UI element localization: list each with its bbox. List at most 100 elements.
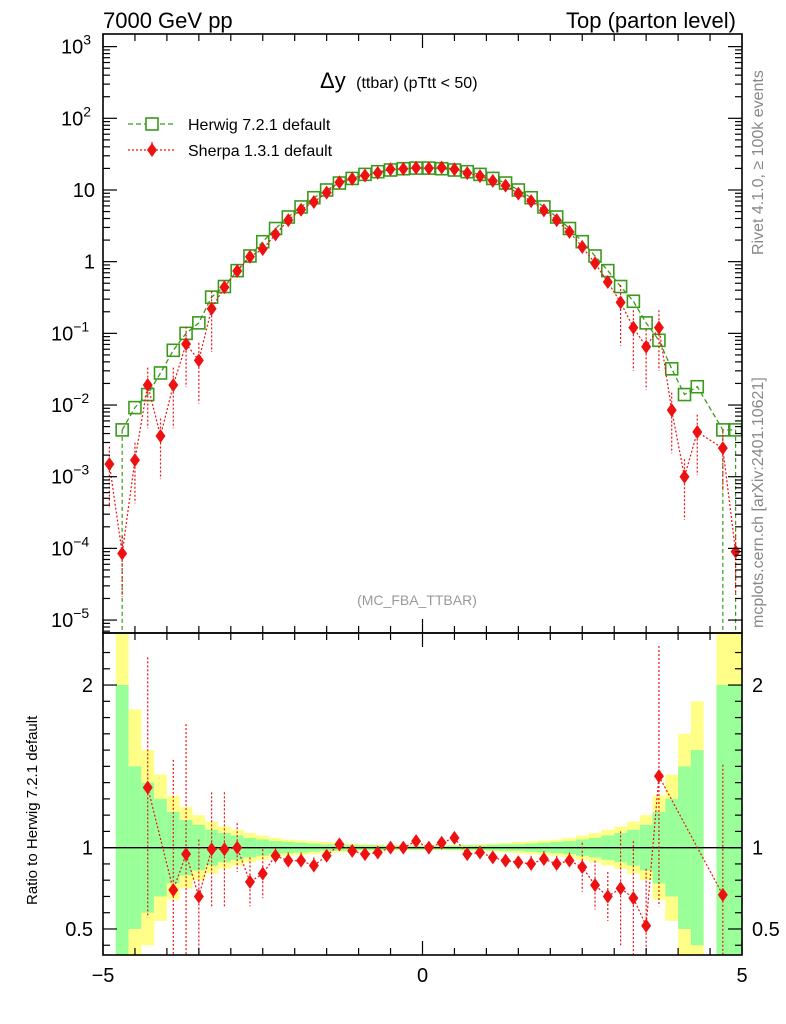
- ratio-point: [590, 878, 601, 893]
- legend-marker-herwig: [145, 117, 159, 131]
- ratio-point: [193, 889, 204, 904]
- sherpa-point: [117, 546, 128, 561]
- sherpa-point: [487, 173, 498, 188]
- sherpa-point: [615, 295, 626, 310]
- sherpa-point: [155, 428, 166, 443]
- sherpa-point: [308, 194, 319, 209]
- plot-title-sub: (ttbar) (pTtt < 50): [356, 75, 477, 92]
- sherpa-point: [628, 320, 639, 335]
- band-inner-bin: [716, 685, 730, 955]
- plot-title-main: Δy: [320, 68, 346, 93]
- ratio-point: [551, 856, 562, 871]
- sherpa-point: [717, 441, 728, 456]
- sherpa-point: [244, 249, 255, 264]
- sherpa-point: [321, 185, 332, 200]
- sherpa-point: [257, 242, 268, 257]
- sherpa-point: [359, 168, 370, 183]
- ratio-point: [628, 891, 639, 906]
- sherpa-point: [168, 378, 179, 393]
- sherpa-point: [500, 178, 511, 193]
- ratio-y-tick-label-right: 1: [752, 838, 763, 860]
- y-tick-label: 102: [61, 103, 91, 130]
- y-tick-exponent: −3: [73, 462, 89, 478]
- y-tick-exponent: 3: [83, 32, 91, 48]
- band-inner-bin: [729, 685, 742, 955]
- herwig-point: [664, 362, 679, 376]
- sherpa-point: [692, 425, 703, 440]
- sherpa-point: [641, 339, 652, 354]
- sherpa-point: [129, 453, 140, 468]
- sherpa-point: [372, 165, 383, 180]
- sherpa-point: [666, 403, 677, 418]
- sherpa-point: [436, 160, 447, 175]
- sherpa-point: [142, 378, 153, 393]
- ratio-y-tick-label: 0.5: [65, 919, 93, 941]
- plot-title: Δy (ttbar) (pTtt < 50): [320, 68, 478, 93]
- ratio-point: [283, 853, 294, 868]
- legend-marker-sherpa: [147, 143, 157, 157]
- y-tick-exponent: −1: [73, 318, 89, 334]
- y-tick-exponent: −4: [73, 533, 89, 549]
- ratio-point: [717, 887, 728, 902]
- legend-label-sherpa: Sherpa 1.3.1 default: [188, 143, 333, 160]
- ratio-point: [538, 852, 549, 867]
- sherpa-point: [296, 202, 307, 217]
- ratio-point: [142, 780, 153, 795]
- sherpa-point: [283, 213, 294, 228]
- x-tick-label: 5: [736, 965, 747, 987]
- ratio-point: [564, 853, 575, 868]
- y-tick-exponent: −5: [73, 605, 89, 621]
- herwig-point: [128, 400, 142, 415]
- rivet-label: Rivet 4.1.0, ≥ 100k events: [750, 70, 767, 255]
- y-tick-label: 10: [73, 180, 95, 202]
- ratio-point: [321, 848, 332, 863]
- y-tick-label: 10−1: [51, 318, 89, 345]
- ratio-point: [359, 847, 370, 862]
- ratio-point: [513, 855, 524, 870]
- y-tick-label: 10−5: [51, 605, 89, 632]
- sherpa-point: [270, 227, 281, 242]
- ratio-point: [181, 847, 192, 862]
- y-tick-label: 10−3: [51, 462, 89, 489]
- ratio-connecting-line: [147, 774, 724, 929]
- ratio-point: [372, 845, 383, 860]
- ratio-point: [244, 874, 255, 889]
- ratio-point: [206, 842, 217, 857]
- y-tick-label: 10−2: [51, 390, 89, 417]
- herwig-point: [153, 366, 168, 380]
- ratio-point: [602, 889, 613, 904]
- sherpa-point: [193, 353, 204, 368]
- ratio-y-tick-label-right: 2: [752, 675, 763, 697]
- sherpa-point: [526, 194, 537, 209]
- legend-entry-sherpa: Sherpa 1.3.1 default: [128, 142, 333, 160]
- sherpa-point: [653, 320, 664, 335]
- ratio-point: [449, 830, 460, 845]
- sherpa-point: [538, 203, 549, 218]
- sherpa-point: [679, 469, 690, 484]
- sherpa-point: [449, 162, 460, 177]
- ratio-point: [500, 853, 511, 868]
- sherpa-point: [232, 264, 243, 279]
- ratio-point: [232, 840, 243, 855]
- herwig-point: [690, 379, 705, 394]
- herwig-point: [166, 343, 181, 358]
- series-sherpa: [104, 160, 741, 597]
- sherpa-point: [347, 171, 358, 186]
- ratio-point: [296, 853, 307, 868]
- analysis-label: (MC_FBA_TTBAR): [357, 592, 477, 608]
- sherpa-point: [551, 213, 562, 228]
- y-tick-label: 1: [84, 252, 95, 274]
- band-inner-bin: [115, 685, 129, 955]
- sherpa-point: [590, 256, 601, 271]
- herwig-point: [613, 279, 628, 294]
- header-left: 7000 GeV pp: [103, 8, 233, 33]
- ratio-point: [577, 860, 588, 875]
- ratio-point: [653, 769, 664, 784]
- sherpa-point: [602, 275, 613, 290]
- herwig-point: [192, 316, 206, 330]
- legend-entry-herwig: Herwig 7.2.1 default: [128, 117, 331, 134]
- ratio-point: [526, 856, 537, 871]
- header-right: Top (parton level): [566, 8, 736, 33]
- herwig-point: [677, 387, 692, 402]
